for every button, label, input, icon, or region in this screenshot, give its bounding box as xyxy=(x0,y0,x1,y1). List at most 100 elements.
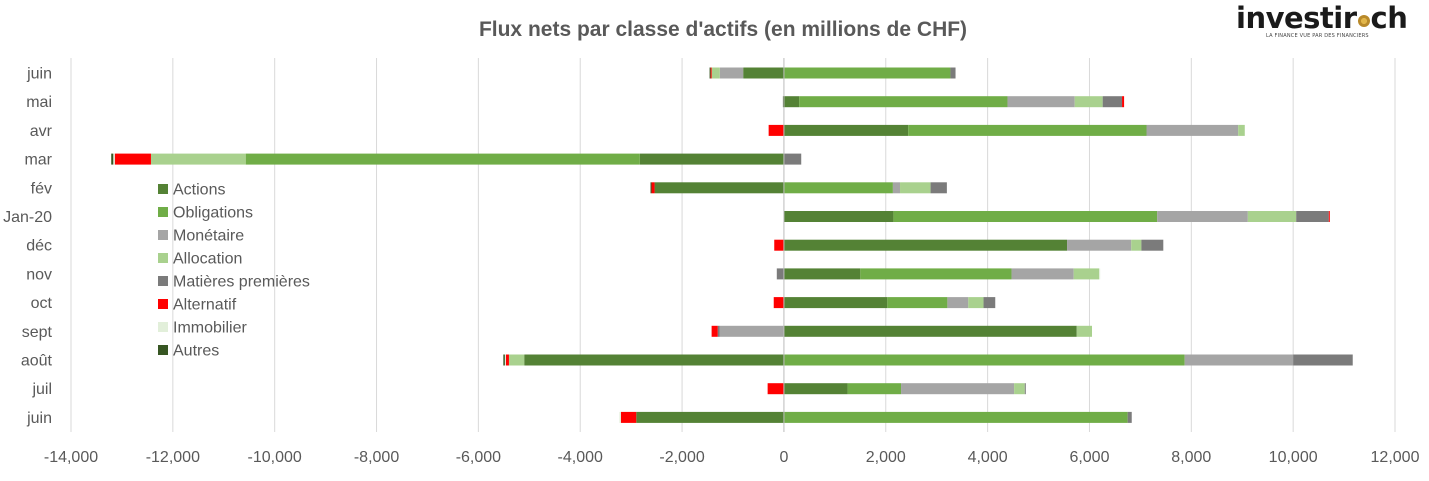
bar-actions xyxy=(783,124,909,136)
x-tick-label: -12,000 xyxy=(146,449,200,466)
bar-alternatif xyxy=(505,354,509,366)
bar-actions xyxy=(783,268,861,280)
legend-label-autres: Autres xyxy=(173,343,219,360)
x-tick-label: -8,000 xyxy=(354,449,399,466)
legend: Actions Obligations Monétaire Allocation Mat… xyxy=(158,182,310,360)
bar-obligations xyxy=(887,297,948,309)
category-label: oct xyxy=(31,295,53,312)
bar-allocation xyxy=(1014,383,1025,395)
bar-autres xyxy=(782,96,784,108)
bar-allocation xyxy=(968,297,984,309)
category-label: juin xyxy=(26,410,52,427)
legend-swatch-matieres-premieres xyxy=(158,276,168,286)
legend-swatch-monetaire xyxy=(158,230,168,240)
bar-autres xyxy=(650,182,652,194)
bar-allocation xyxy=(1074,96,1103,108)
bar-alternatif xyxy=(774,239,784,251)
x-tick-label: 2,000 xyxy=(866,449,906,466)
x-tick-label: -4,000 xyxy=(558,449,603,466)
category-label: nov xyxy=(26,266,52,283)
bar-actions xyxy=(783,96,800,108)
bar-matieres-premieres xyxy=(783,153,802,165)
bar-matieres-premieres xyxy=(1102,96,1123,108)
bar-obligations xyxy=(893,211,1158,222)
bar-matieres-premieres xyxy=(950,67,956,79)
x-tick-label: -2,000 xyxy=(659,449,704,466)
bar-matieres-premieres xyxy=(983,297,996,309)
legend-label-allocation: Allocation xyxy=(173,251,242,268)
category-label: Jan-20 xyxy=(3,209,52,226)
legend-swatch-actions xyxy=(158,184,168,194)
category-label: juin xyxy=(26,66,52,83)
bar-alternatif xyxy=(620,411,637,423)
x-tick-label: 12,000 xyxy=(1371,449,1420,466)
bar-autres xyxy=(503,354,505,366)
bar-obligations xyxy=(799,96,1008,108)
bar-obligations xyxy=(908,124,1147,136)
logo-tagline: LA FINANCE VUE PAR DES FINANCIERS xyxy=(1266,33,1369,39)
bar-monetaire xyxy=(947,297,969,309)
bar-allocation xyxy=(1238,124,1245,136)
x-tick-label: -6,000 xyxy=(456,449,501,466)
bar-monetaire xyxy=(901,383,1015,395)
bar-obligations xyxy=(847,383,902,395)
bar-matieres-premieres xyxy=(930,182,947,194)
bar-alternatif xyxy=(773,297,784,309)
bar-monetaire xyxy=(892,182,901,194)
bar-allocation xyxy=(508,354,525,366)
bar-alternatif xyxy=(711,325,718,337)
legend-swatch-alternatif xyxy=(158,299,168,309)
bar-actions xyxy=(636,411,784,423)
bar-obligations xyxy=(783,67,951,79)
x-tick-label: 0 xyxy=(779,449,788,466)
bar-monetaire xyxy=(1146,124,1239,136)
gridlines xyxy=(70,58,1396,432)
bar-monetaire xyxy=(719,325,784,337)
x-tick-label: -14,000 xyxy=(44,449,98,466)
x-tick-label: 8,000 xyxy=(1171,449,1211,466)
legend-label-matieres-premieres: Matières premières xyxy=(173,274,310,291)
bar-alternatif xyxy=(1122,96,1125,108)
logo-dot-icon xyxy=(1357,15,1370,27)
legend-swatch-allocation xyxy=(158,253,168,263)
category-label: sept xyxy=(22,324,53,341)
bar-actions xyxy=(783,211,894,222)
legend-label-actions: Actions xyxy=(173,182,225,199)
bar-matieres-premieres xyxy=(717,325,720,337)
category-label: mar xyxy=(24,152,52,169)
bar-alternatif xyxy=(767,383,784,395)
logo-text-left: investir xyxy=(1236,1,1357,35)
bar-monetaire xyxy=(1157,211,1248,222)
x-tick-label: 6,000 xyxy=(1069,449,1109,466)
bar-autres xyxy=(709,67,711,79)
bar-allocation xyxy=(1076,325,1093,337)
bar-allocation xyxy=(150,153,246,165)
bar-monetaire xyxy=(1067,239,1132,251)
category-label: août xyxy=(21,353,53,370)
bar-allocation xyxy=(711,67,720,79)
bar-matieres-premieres xyxy=(1141,239,1164,251)
bar-actions xyxy=(783,325,1077,337)
axes: -14,000 -12,000 -10,000 -8,000 -6,000 -4,000 -… xyxy=(3,58,1420,466)
x-tick-label: -10,000 xyxy=(248,449,302,466)
chart-title: Flux nets par classe d'actifs (en millio… xyxy=(479,18,967,41)
bar-allocation xyxy=(1073,268,1100,280)
category-label: fév xyxy=(31,180,52,197)
bar-obligations xyxy=(783,354,1185,366)
investir-logo: investir ch xyxy=(1236,1,1408,35)
bar-monetaire xyxy=(1007,96,1075,108)
bar-obligations xyxy=(245,153,640,165)
bars xyxy=(111,67,1353,423)
bar-actions xyxy=(743,67,784,79)
x-tick-label: 4,000 xyxy=(968,449,1008,466)
legend-swatch-autres xyxy=(158,345,168,355)
bar-actions xyxy=(783,239,1068,251)
bar-actions xyxy=(654,182,784,194)
bar-matieres-premieres xyxy=(1127,411,1132,423)
bar-allocation xyxy=(900,182,931,194)
bar-allocation xyxy=(1247,211,1297,222)
legend-swatch-immobilier xyxy=(158,322,168,332)
x-tick-label: 10,000 xyxy=(1269,449,1318,466)
